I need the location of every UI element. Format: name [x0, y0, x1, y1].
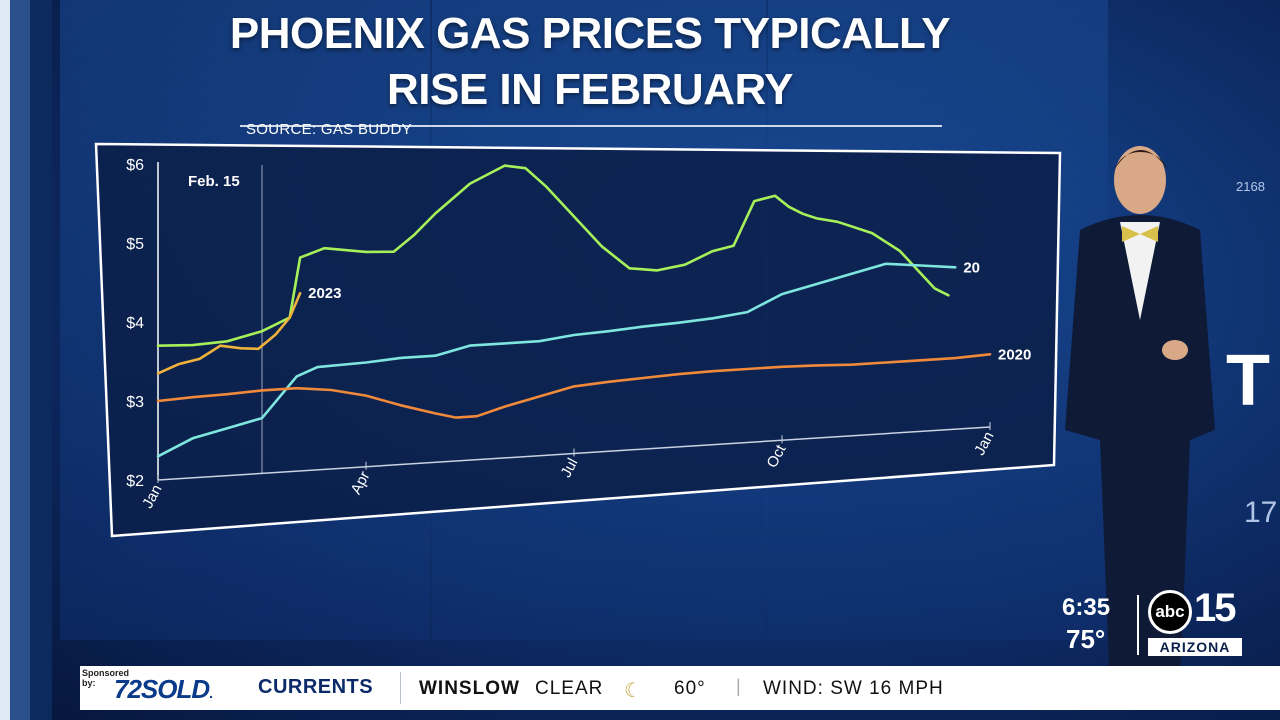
logo-divider	[1137, 595, 1139, 655]
headline-line-2: RISE IN FEBRUARY	[387, 65, 793, 114]
series-line-1	[156, 164, 950, 348]
sponsor-label: Sponsored by:	[82, 668, 130, 688]
region-label: ARIZONA	[1148, 638, 1242, 656]
presenter-figure	[1065, 146, 1215, 690]
y-tick-group: $2 $3 $4 $5 $6	[126, 157, 144, 490]
studio-edge	[0, 0, 52, 720]
background-letter: T	[1226, 341, 1270, 421]
bg-digit: 2168	[1236, 179, 1265, 194]
y-tick-label: $4	[126, 315, 144, 332]
series-end-label: 20	[963, 259, 980, 276]
ticker-separator: |	[736, 676, 741, 696]
series-end-label: 2020	[998, 346, 1031, 363]
segment-label: CURRENTS	[258, 676, 374, 698]
weather-city: WINSLOW	[419, 678, 520, 699]
bow-tie	[1122, 226, 1158, 242]
clock-time: 6:35	[1062, 594, 1111, 621]
weather-temperature: 60°	[674, 678, 706, 699]
series-line-4	[156, 352, 992, 419]
source-credit: SOURCE: GAS BUDDY	[246, 121, 412, 138]
headline-line-1: PHOENIX GAS PRICES TYPICALLY	[229, 9, 951, 58]
bg-digit: 17	[1244, 496, 1278, 529]
feb-15-marker-label: Feb. 15	[188, 173, 240, 190]
current-temperature: 75°	[1066, 624, 1106, 654]
weather-condition: CLEAR	[535, 678, 604, 699]
news-ticker: Sponsored by: 72SOLD. CURRENTS WINSLOW C…	[80, 666, 1280, 710]
chart-frame	[94, 142, 1062, 538]
sponsor-trademark: .	[209, 685, 213, 701]
title-underline	[240, 125, 942, 127]
presenter-shirt	[1120, 222, 1160, 320]
abc-logo-icon: abc	[1148, 590, 1192, 634]
presenter-body	[1065, 215, 1215, 690]
sponsor-brand: 72SOLD	[114, 674, 210, 704]
ticker-divider	[400, 672, 401, 704]
series-line-2	[156, 291, 302, 375]
y-tick-label: $6	[126, 157, 144, 174]
series-end-label: 2023	[308, 285, 341, 302]
station-logo: abc 15 ARIZONA	[1148, 586, 1242, 656]
y-tick-label: $2	[126, 473, 144, 490]
y-tick-label: $3	[126, 394, 144, 411]
channel-number: 15	[1194, 586, 1236, 630]
moon-icon: ☾	[624, 680, 642, 702]
y-tick-label: $5	[126, 236, 144, 253]
sponsor-logo: 72SOLD.	[114, 674, 213, 705]
weather-wind: WIND: SW 16 MPH	[763, 678, 944, 699]
presenter-hand	[1162, 340, 1188, 360]
series-group	[156, 164, 992, 458]
presenter-head	[1114, 146, 1166, 214]
series-line-3	[156, 262, 957, 458]
